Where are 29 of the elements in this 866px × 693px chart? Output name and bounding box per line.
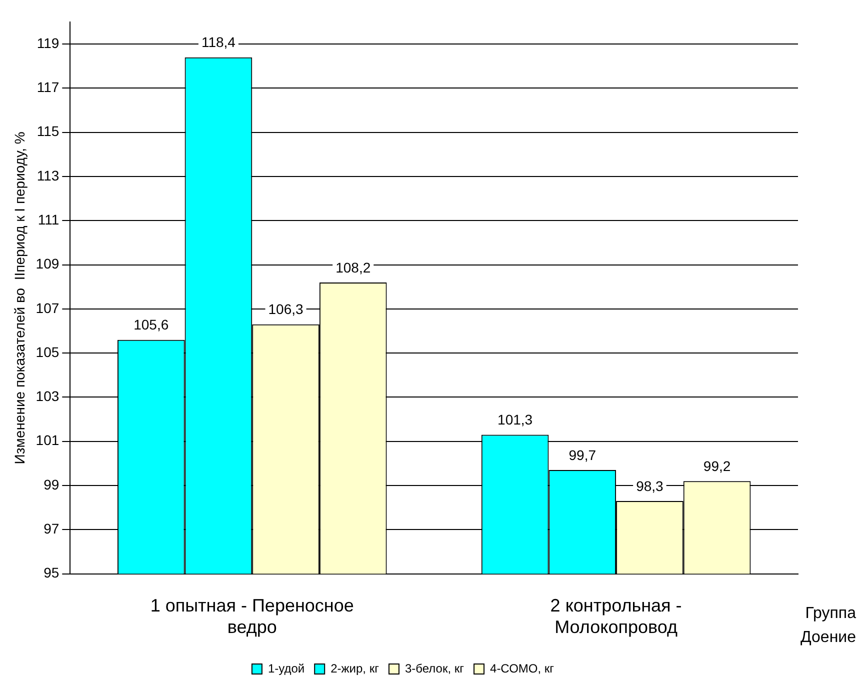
legend-label: 4-СОМО, кг (490, 661, 555, 676)
y-tick-label: 111 (38, 212, 60, 228)
y-tick-label: 97 (44, 520, 60, 537)
y-tick-label: 113 (36, 167, 60, 184)
y-tick-label: 103 (36, 388, 60, 404)
x-tick-label: 1 опытная - Переносное ведро (150, 596, 354, 638)
data-label: 99,7 (568, 446, 596, 463)
data-label: 118,4 (201, 34, 236, 50)
y-tick-label: 95 (44, 564, 60, 581)
legend-label: 2-жир, кг (330, 661, 380, 676)
y-tick-label: 109 (36, 256, 60, 272)
y-tick-label: 107 (36, 300, 60, 316)
data-label: 105,6 (134, 316, 169, 333)
data-label: 101,3 (498, 412, 533, 428)
data-label: 98,3 (636, 478, 664, 494)
y-tick-label: 99 (44, 476, 60, 492)
data-label: 108,2 (336, 259, 371, 276)
legend-label: 3-белок, кг (404, 661, 465, 676)
y-tick-label: 105 (36, 344, 60, 360)
x-axis-title: Группа Доение (800, 605, 856, 646)
y-axis-title: Изменение показателей во IIпериод к I периоду, % (11, 132, 28, 464)
x-tick-label: 2 контрольная - Молокопровод (550, 596, 682, 638)
y-tick-label: 101 (36, 432, 60, 448)
data-label: 99,2 (703, 458, 731, 474)
legend-label: 1-удой (268, 661, 305, 676)
y-tick-label: 117 (36, 79, 60, 96)
y-tick-label: 115 (36, 123, 60, 140)
y-tick-label: 119 (36, 34, 60, 51)
data-label: 106,3 (268, 301, 304, 318)
